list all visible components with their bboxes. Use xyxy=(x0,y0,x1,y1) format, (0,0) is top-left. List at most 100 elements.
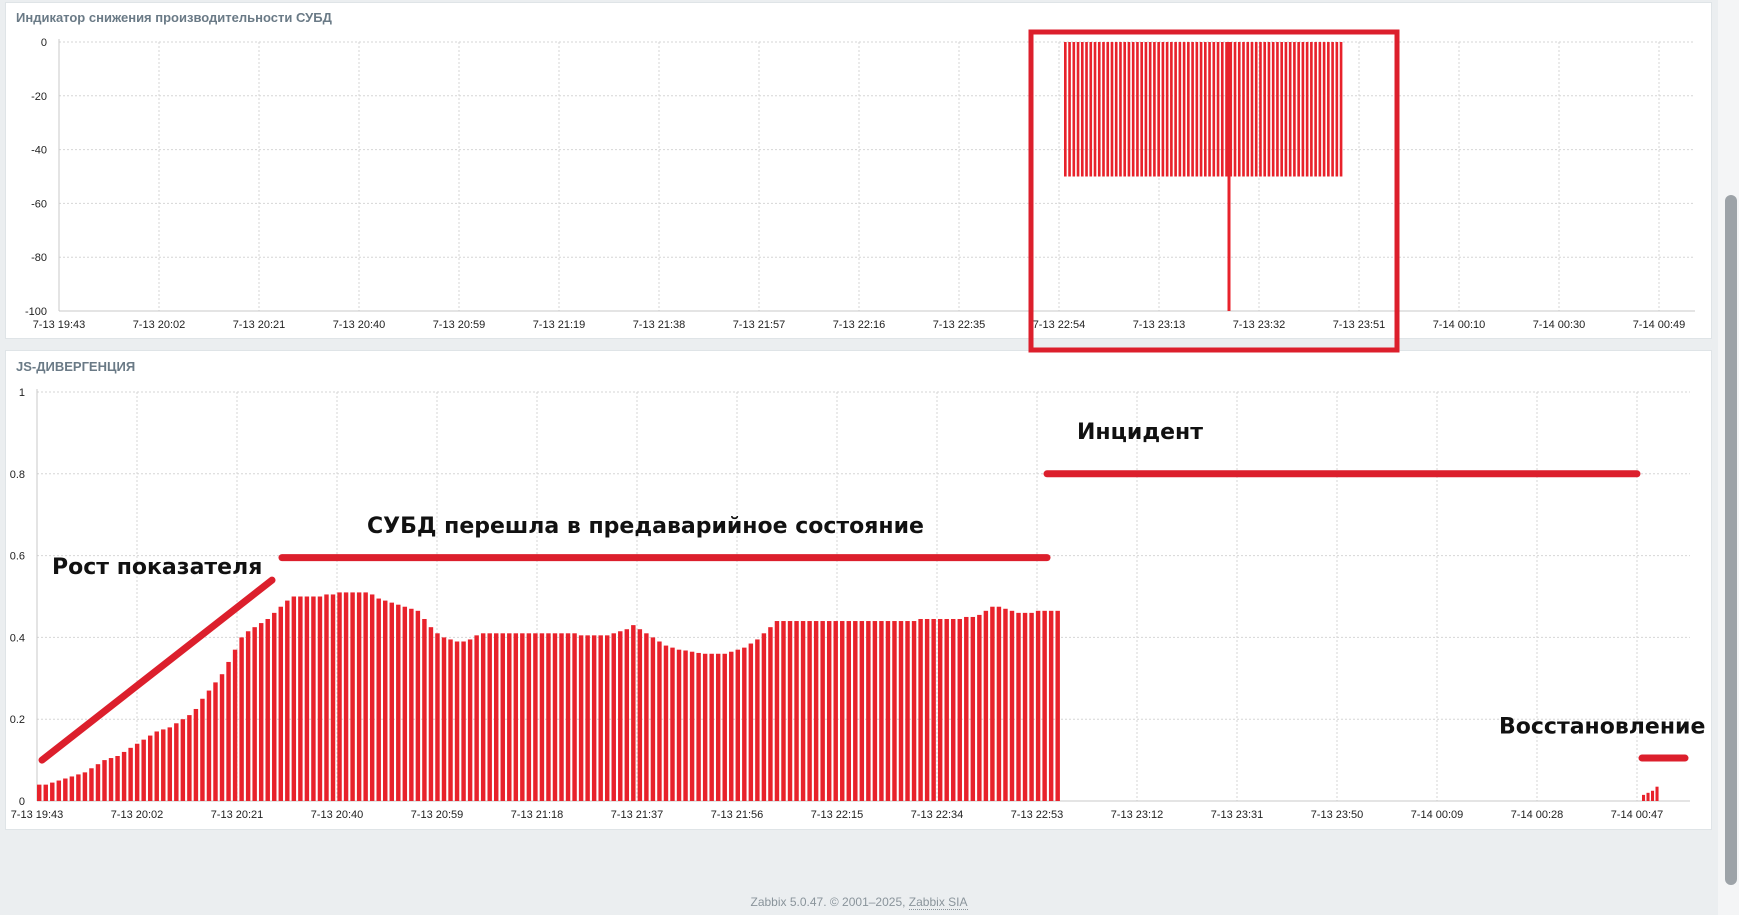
data-bar xyxy=(1016,612,1021,801)
data-bar xyxy=(924,618,930,801)
data-bar xyxy=(990,606,995,801)
data-bar xyxy=(304,596,310,801)
data-bar xyxy=(513,633,519,801)
data-bar xyxy=(585,635,590,801)
y-tick-label: 0.6 xyxy=(10,551,25,563)
data-bar xyxy=(1339,42,1343,177)
y-tick-label: 0.4 xyxy=(10,632,25,644)
y-tick-label: -40 xyxy=(31,145,47,157)
data-bar xyxy=(631,625,636,801)
data-bar xyxy=(957,618,962,801)
data-bar xyxy=(813,621,819,801)
x-tick-label: 7-13 23:31 xyxy=(1211,809,1264,821)
data-bar xyxy=(1276,42,1279,177)
data-bar xyxy=(95,764,101,801)
annotation-label: СУБД перешла в предаварийное состояние xyxy=(367,514,924,539)
x-tick-label: 7-13 21:57 xyxy=(733,319,786,331)
data-bar xyxy=(147,735,153,801)
x-tick-label: 7-13 21:19 xyxy=(533,319,586,331)
data-bar xyxy=(265,618,270,801)
data-bar xyxy=(1318,42,1322,177)
data-bar xyxy=(964,616,969,801)
x-tick-label: 7-14 00:09 xyxy=(1411,809,1464,821)
data-bar xyxy=(1093,42,1097,177)
x-tick-label: 7-13 22:34 xyxy=(911,809,964,821)
data-bar xyxy=(1229,42,1233,177)
data-bar xyxy=(356,592,362,801)
scrollbar-thumb[interactable] xyxy=(1725,195,1737,885)
data-bar xyxy=(1064,42,1067,177)
data-bar xyxy=(1097,42,1101,177)
data-bar xyxy=(644,633,649,801)
x-tick-label: 7-14 00:47 xyxy=(1611,809,1664,821)
data-bar xyxy=(1331,42,1334,177)
data-bar xyxy=(154,731,159,801)
data-bar xyxy=(56,780,62,801)
data-bar xyxy=(1085,42,1088,177)
annotation-label: Рост показателя xyxy=(52,555,262,580)
data-bar xyxy=(376,598,381,801)
y-tick-label: 0 xyxy=(19,796,25,808)
data-bar xyxy=(1048,610,1054,801)
data-bar xyxy=(885,621,891,801)
data-bar xyxy=(853,621,858,801)
data-bar xyxy=(1204,42,1207,177)
data-bar xyxy=(755,639,760,801)
data-bar xyxy=(128,747,133,801)
data-bar xyxy=(977,614,982,801)
data-bar xyxy=(807,621,812,801)
y-tick-label: 0.8 xyxy=(10,469,25,481)
highlight-box xyxy=(1028,29,1400,353)
chart-title: JS-ДИВЕРГЕНЦИЯ xyxy=(16,359,136,374)
data-bar xyxy=(787,621,793,801)
data-bar xyxy=(480,633,486,801)
data-bar xyxy=(1267,42,1271,177)
data-bar xyxy=(826,621,832,801)
data-bar xyxy=(657,641,662,801)
x-tick-label: 7-14 00:49 xyxy=(1633,319,1686,331)
data-bar xyxy=(820,621,825,801)
data-bar xyxy=(840,621,845,801)
data-bar xyxy=(1288,42,1292,177)
data-bar xyxy=(618,631,623,801)
x-tick-label: 7-13 23:13 xyxy=(1133,319,1186,331)
data-bar xyxy=(663,645,669,801)
x-tick-label: 7-14 00:28 xyxy=(1511,809,1564,821)
data-bar xyxy=(1301,42,1305,177)
data-bar xyxy=(1161,42,1165,177)
data-bar xyxy=(931,618,936,801)
x-tick-label: 7-13 20:21 xyxy=(233,319,286,331)
x-tick-label: 7-13 19:43 xyxy=(33,319,86,331)
data-bar xyxy=(298,596,303,801)
data-bar xyxy=(89,768,94,801)
zabbix-sia-link[interactable]: Zabbix SIA xyxy=(908,895,968,910)
data-bar xyxy=(69,776,75,801)
data-bar xyxy=(108,758,114,801)
x-tick-label: 7-13 20:40 xyxy=(333,319,386,331)
data-bar xyxy=(1254,42,1258,177)
data-bar xyxy=(258,623,264,801)
data-bar xyxy=(343,592,349,801)
data-bar xyxy=(1271,42,1275,177)
data-bar xyxy=(206,690,212,801)
data-bar xyxy=(428,627,434,801)
y-tick-label: 0 xyxy=(41,37,47,49)
x-tick-label: 7-13 22:16 xyxy=(833,319,886,331)
data-bar xyxy=(526,633,532,801)
data-bar xyxy=(624,629,630,801)
data-bar xyxy=(833,621,838,801)
data-bar xyxy=(1250,42,1254,177)
data-bar xyxy=(239,637,244,801)
data-bar xyxy=(1055,610,1060,801)
data-bar xyxy=(937,618,943,801)
data-bar xyxy=(82,772,88,801)
chart-title: Индикатор снижения производительности СУ… xyxy=(16,10,332,25)
data-bar xyxy=(219,674,225,801)
data-bar xyxy=(702,653,708,801)
data-bar xyxy=(650,637,656,801)
data-bar xyxy=(1195,42,1199,177)
data-bar xyxy=(435,633,440,801)
data-bar xyxy=(369,594,375,801)
data-bar xyxy=(1102,42,1105,177)
data-bar xyxy=(781,621,786,801)
